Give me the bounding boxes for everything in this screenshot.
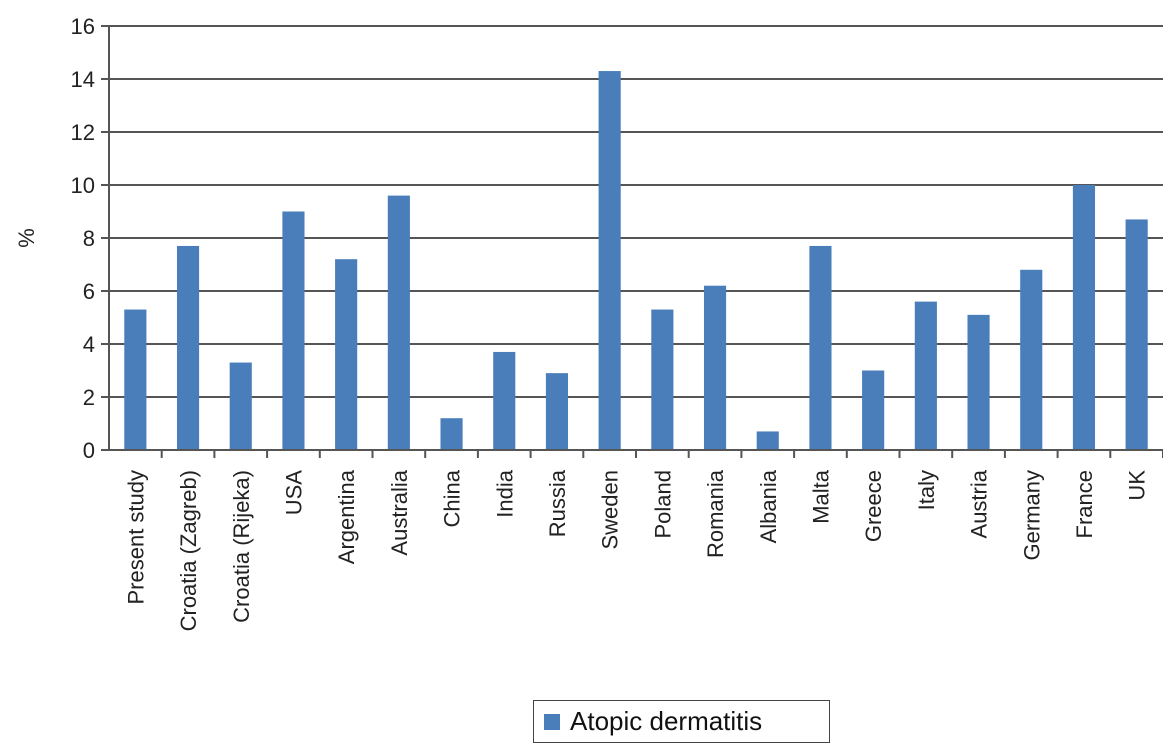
y-tick-label: 6 (83, 279, 95, 304)
x-tick-label: Croatia (Zagreb) (176, 470, 201, 631)
x-tick-label: France (1072, 470, 1097, 538)
bar (862, 370, 885, 450)
bar (282, 211, 305, 450)
x-tick-label: Argentina (334, 469, 359, 564)
x-tick-label: Australia (387, 469, 412, 555)
bar (703, 285, 727, 450)
x-tick-label: India (492, 469, 517, 517)
bar (493, 351, 516, 450)
bar (967, 314, 990, 450)
bar (545, 373, 569, 450)
x-tick-labels: Present study Croatia (Zagreb) Croatia (Ri… (123, 469, 1149, 631)
bar (756, 431, 779, 450)
x-tick-label: Sweden (598, 470, 623, 550)
x-tick-label: Croatia (Rijeka) (229, 470, 254, 623)
y-tick-label: 12 (71, 120, 95, 145)
y-tick-label: 10 (71, 173, 95, 198)
gridlines (101, 25, 1163, 451)
x-tick-label: Present study (123, 470, 148, 605)
x-tick-label: UK (1125, 470, 1150, 501)
bar (229, 362, 252, 450)
y-tick-label: 14 (71, 67, 95, 92)
bar (651, 309, 674, 450)
x-tick-label: China (440, 469, 465, 527)
bar (809, 245, 832, 450)
y-axis-label: % (14, 228, 39, 248)
x-tick-label: USA (281, 470, 306, 516)
x-tick-label: Russia (545, 469, 570, 537)
x-tick-label: Greece (861, 470, 886, 542)
x-tick-label: Germany (1019, 470, 1044, 560)
bar (914, 301, 937, 450)
bar (440, 418, 463, 450)
bar (124, 309, 147, 450)
bar (1072, 185, 1096, 450)
x-tick-label: Albania (756, 469, 781, 543)
y-tick-label: 4 (83, 332, 95, 357)
bar (335, 259, 358, 450)
y-tick-label: 16 (71, 14, 95, 39)
y-tick-labels: 0 2 4 6 8 10 12 14 16 (71, 14, 95, 463)
y-tick-label: 8 (83, 226, 95, 251)
x-tick-label: Malta (808, 469, 833, 524)
x-tick-label: Romania (703, 469, 728, 558)
y-tick-label: 2 (83, 385, 95, 410)
bars (124, 71, 1148, 451)
legend: Atopic dermatitis (533, 700, 830, 743)
bar (1125, 219, 1148, 450)
x-tick-label: Italy (914, 470, 939, 510)
bar (176, 245, 200, 450)
axes (108, 26, 1163, 458)
bar (387, 195, 410, 450)
legend-swatch (544, 713, 560, 730)
legend-label: Atopic dermatitis (570, 706, 763, 736)
x-tick-label: Poland (650, 470, 675, 539)
y-tick-label: 0 (83, 438, 95, 463)
bar (598, 71, 621, 451)
bar (1020, 269, 1043, 450)
x-tick-label: Austria (967, 469, 992, 538)
